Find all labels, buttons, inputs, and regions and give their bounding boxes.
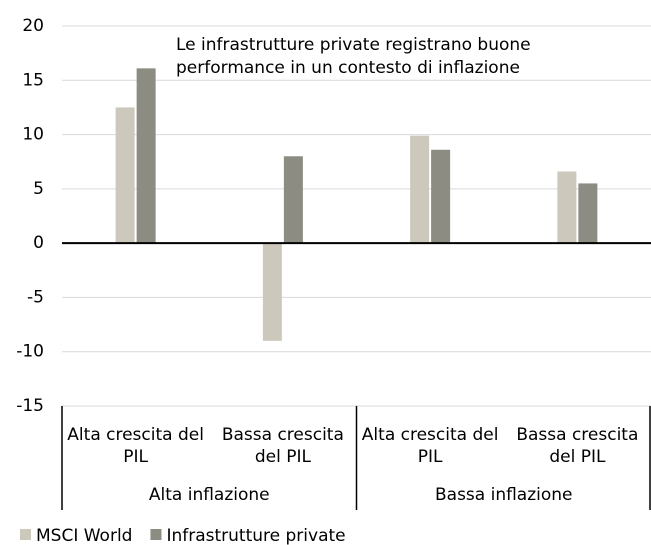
y-tick-label: 15 [22,70,44,90]
bar [115,107,135,244]
group-label: Bassa inflazione [435,485,573,505]
x-tick-label: Bassa crescita [516,425,638,445]
legend-label: MSCI World [36,526,132,545]
bar [262,243,282,341]
x-tick-label: Bassa crescita [222,425,344,445]
x-tick-label: Alta crescita del [67,425,204,445]
legend-label: Infrastrutture private [166,526,345,545]
y-tick-label: -5 [27,287,44,307]
legend-swatch [150,529,162,540]
bar [283,156,303,244]
y-tick-label: 0 [33,233,44,253]
bar [578,183,598,244]
x-tick-label: del PIL [549,447,606,467]
bar [557,171,577,244]
annotation: performance in un contesto di inflazione [176,58,520,78]
x-tick-label: PIL [418,447,443,467]
y-tick-label: 10 [22,125,44,145]
bar [431,149,451,244]
y-tick-label: -15 [16,396,44,416]
y-tick-label: 20 [22,16,44,36]
group-label: Alta inflazione [149,485,270,505]
y-tick-label: 5 [33,179,44,199]
y-tick-label: -10 [16,342,44,362]
annotation: Le infrastrutture private registrano buo… [176,35,531,55]
bar [136,68,156,244]
bar [410,135,430,244]
legend-swatch [20,529,31,540]
x-tick-label: del PIL [255,447,312,467]
x-tick-label: Alta crescita del [362,425,499,445]
x-tick-label: PIL [123,447,148,467]
